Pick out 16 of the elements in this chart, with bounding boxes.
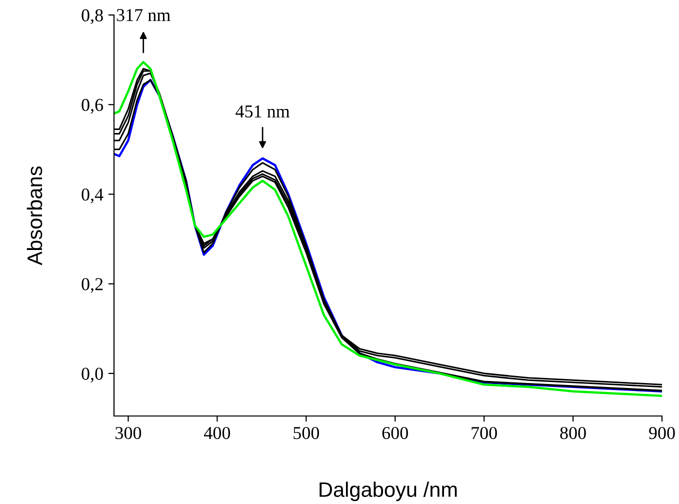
y-axis-title: Absorbans [26, 166, 42, 266]
annotation: 451 nm [236, 105, 290, 118]
x-tick-label: 600 [382, 426, 408, 440]
y-tick-label: 0,6 [82, 98, 104, 114]
x-tick-label: 500 [294, 426, 320, 440]
annotation: 317 nm [116, 9, 170, 22]
y-tick-label: 0,0 [82, 368, 103, 382]
x-tick-label: 900 [649, 426, 675, 440]
y-tick-label: 0,8 [82, 9, 103, 24]
x-tick-label: 300 [116, 426, 142, 440]
x-tick-label: 400 [204, 426, 230, 440]
y-tick-label: 0,2 [82, 278, 103, 293]
x-axis-title: Dalgaboyu /nm [320, 482, 457, 502]
x-tick-label: 700 [472, 426, 497, 440]
x-tick-label: 800 [560, 426, 586, 440]
y-tick-label: 0,4 [82, 188, 104, 204]
